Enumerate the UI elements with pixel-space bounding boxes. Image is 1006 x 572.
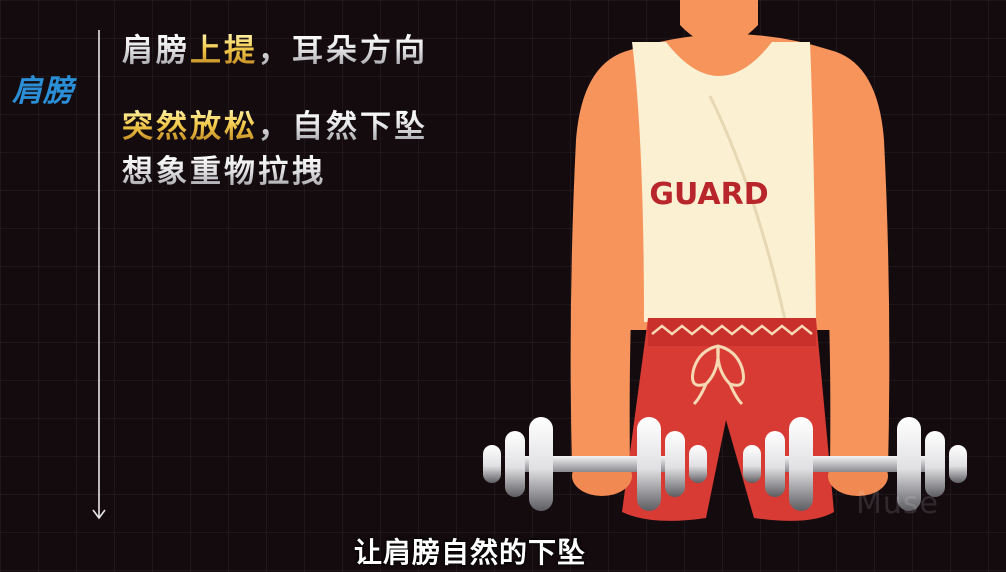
instruction-line-2: 突然放松，自然下坠 (122, 101, 428, 146)
watermark: Muse (856, 486, 939, 521)
instruction-line-1: 肩膀上提，耳朵方向 (122, 25, 428, 70)
timeline-down-arrow-icon (92, 30, 106, 520)
drawstring (691, 344, 745, 387)
shirt-guard-text: GUARD (649, 177, 768, 212)
left-arm (570, 50, 638, 480)
instruction-line-2-part-1: 突然放松 (122, 109, 258, 145)
instruction-line-3: 想象重物拉拽 (122, 146, 326, 191)
instruction-line-3-part-1: 想象重物拉拽 (122, 154, 326, 190)
tank-top-fold (708, 95, 787, 321)
instruction-line-1-part-2: 上提 (190, 33, 258, 69)
section-label: 肩膀 (12, 74, 74, 109)
instruction-line-1-part-1: 肩膀 (122, 33, 190, 69)
right-arm (822, 50, 890, 480)
instruction-line-1-part-3: ，耳朵方向 (258, 33, 428, 69)
instruction-line-2-part-2: ，自然下坠 (258, 109, 428, 145)
tank-top (632, 42, 816, 322)
lifeguard-figure: GUARD (483, 0, 967, 521)
waistband-zigzag (651, 324, 813, 336)
subtitle: 让肩膀自然的下坠 (353, 536, 586, 569)
